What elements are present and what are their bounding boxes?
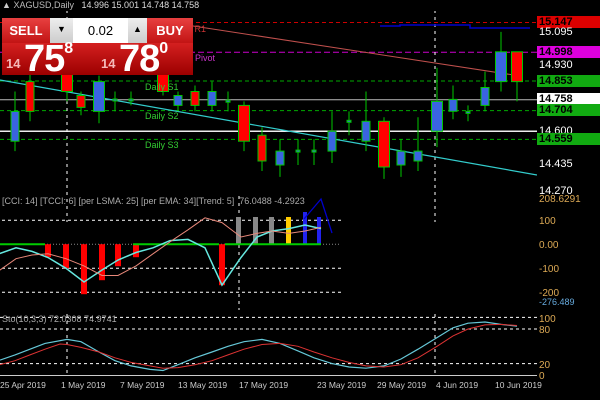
svg-text:Daily S1: Daily S1 <box>145 82 179 92</box>
svg-text:Daily S2: Daily S2 <box>145 111 179 121</box>
svg-text:Daily S3: Daily S3 <box>145 140 179 150</box>
svg-text:Pivot: Pivot <box>195 53 216 63</box>
